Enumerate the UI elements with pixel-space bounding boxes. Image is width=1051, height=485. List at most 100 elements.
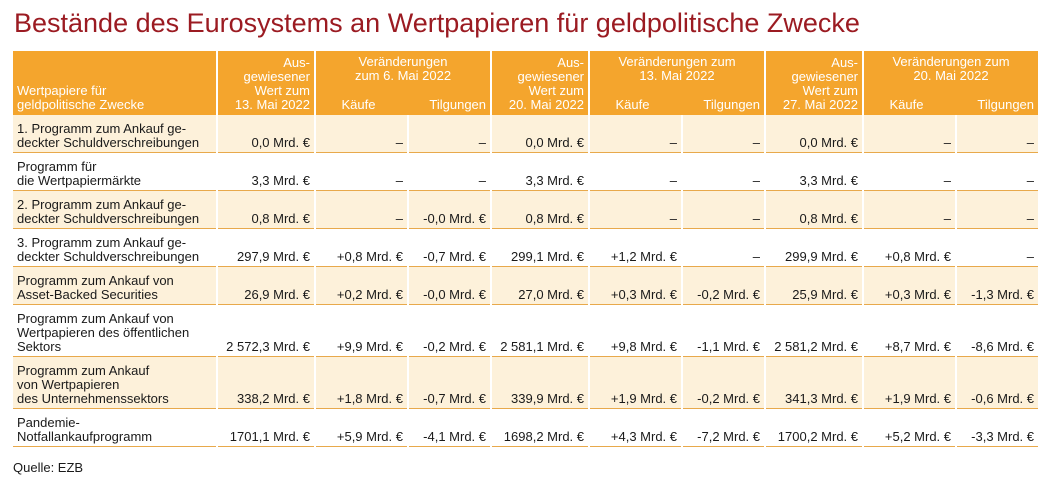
value-cell: 3,3 Mrd. € xyxy=(218,153,314,191)
header-line: Aus- xyxy=(283,55,310,70)
header-changes-3-title: Veränderungen zum 20. Mai 2022 xyxy=(868,53,1034,83)
row-label-line: Programm zum Ankauf xyxy=(17,363,150,378)
holdings-table: Wertpapiere für geldpolitische Zwecke Aus… xyxy=(11,51,1040,447)
holdings-table-container: Wertpapiere für geldpolitische Zwecke Aus… xyxy=(13,51,1040,447)
value-cell: – xyxy=(683,153,765,191)
row-label-line: Programm für xyxy=(17,159,97,174)
header-changes-2: Veränderungen zum 13. Mai 2022 Käufe Tilg… xyxy=(590,51,765,115)
value-cell: 0,0 Mrd. € xyxy=(492,115,589,153)
header-reported-value-1: Aus-gewiesener Wert zum 13. Mai 2022 xyxy=(218,51,314,115)
value-cell: +5,2 Mrd. € xyxy=(864,409,956,447)
value-cell: 2 572,3 Mrd. € xyxy=(218,305,314,357)
value-cell: +4,3 Mrd. € xyxy=(590,409,682,447)
header-line: Aus- xyxy=(831,55,859,70)
header-line: Wert zum xyxy=(802,83,859,98)
value-cell: – xyxy=(590,153,682,191)
value-cell: +1,9 Mrd. € xyxy=(864,357,956,409)
value-cell: +0,8 Mrd. € xyxy=(864,229,956,267)
value-cell: -1,1 Mrd. € xyxy=(683,305,765,357)
header-line: gewiesener xyxy=(791,69,859,84)
value-cell: -0,2 Mrd. € xyxy=(409,305,491,357)
value-cell: -4,1 Mrd. € xyxy=(409,409,491,447)
header-changes-3: Veränderungen zum 20. Mai 2022 Käufe Tilg… xyxy=(864,51,1039,115)
value-cell: +1,8 Mrd. € xyxy=(316,357,407,409)
value-cell: +1,2 Mrd. € xyxy=(590,229,682,267)
value-cell: +0,3 Mrd. € xyxy=(590,267,682,305)
table-row: 3. Programm zum Ankauf ge-deckter Schuld… xyxy=(13,229,1039,267)
row-label-line: von Wertpapieren xyxy=(17,377,120,392)
header-line: gewiesener xyxy=(517,69,585,84)
source-note: Quelle: EZB xyxy=(13,460,84,475)
value-cell: +9,8 Mrd. € xyxy=(590,305,682,357)
value-cell: +9,9 Mrd. € xyxy=(316,305,407,357)
table-header-row: Wertpapiere für geldpolitische Zwecke Aus… xyxy=(13,51,1039,115)
value-cell: 2 581,2 Mrd. € xyxy=(766,305,863,357)
header-changes-1-title: Veränderungen zum 6. Mai 2022 xyxy=(320,53,486,83)
header-securities: Wertpapiere für geldpolitische Zwecke xyxy=(13,51,216,115)
value-cell: -0,0 Mrd. € xyxy=(409,191,491,229)
value-cell: – xyxy=(316,191,407,229)
header-line: Veränderungen zum xyxy=(892,54,1010,69)
row-label-line: Programm zum Ankauf von xyxy=(17,273,174,288)
value-cell: 299,9 Mrd. € xyxy=(766,229,863,267)
row-label: 3. Programm zum Ankauf ge-deckter Schuld… xyxy=(13,229,216,267)
value-cell: 3,3 Mrd. € xyxy=(766,153,863,191)
header-purchases-3: Käufe xyxy=(889,97,924,112)
value-cell: +0,8 Mrd. € xyxy=(316,229,407,267)
table-row: Pandemie- Notfallankaufprogramm 1701,1 Mrd… xyxy=(13,409,1039,447)
header-purchases-1: Käufe xyxy=(341,97,376,112)
row-label-line: deckter Schuldverschreibungen xyxy=(17,135,200,150)
value-cell: -0,6 Mrd. € xyxy=(957,357,1039,409)
row-label-line: die Wertpapiermärkte xyxy=(17,173,142,188)
value-cell: – xyxy=(683,191,765,229)
value-cell: – xyxy=(864,115,956,153)
header-line: gewiesener xyxy=(243,69,311,84)
header-purchases-2: Käufe xyxy=(615,97,650,112)
value-cell: – xyxy=(957,115,1039,153)
value-cell: -3,3 Mrd. € xyxy=(957,409,1039,447)
header-changes-2-title: Veränderungen zum 13. Mai 2022 xyxy=(594,53,760,83)
value-cell: – xyxy=(316,153,407,191)
value-cell: 0,0 Mrd. € xyxy=(766,115,863,153)
header-changes-1: Veränderungen zum 6. Mai 2022 Käufe Tilgu… xyxy=(316,51,491,115)
value-cell: 0,8 Mrd. € xyxy=(766,191,863,229)
row-label-line: Programm zum Ankauf von xyxy=(17,311,174,326)
row-label: Pandemie- Notfallankaufprogramm xyxy=(13,409,216,447)
table-body: 1. Programm zum Ankauf ge-deckter Schuld… xyxy=(13,115,1039,447)
value-cell: – xyxy=(864,191,956,229)
value-cell: – xyxy=(409,153,491,191)
value-cell: +1,9 Mrd. € xyxy=(590,357,682,409)
value-cell: -8,6 Mrd. € xyxy=(957,305,1039,357)
value-cell: 1698,2 Mrd. € xyxy=(492,409,589,447)
value-cell: -0,7 Mrd. € xyxy=(409,357,491,409)
value-cell: 339,9 Mrd. € xyxy=(492,357,589,409)
header-line: 20. Mai 2022 xyxy=(913,68,989,83)
value-cell: 0,8 Mrd. € xyxy=(218,191,314,229)
table-row: 1. Programm zum Ankauf ge-deckter Schuld… xyxy=(13,115,1039,153)
table-row: Programm für die Wertpapiermärkte 3,3 Mrd.… xyxy=(13,153,1039,191)
value-cell: 2 581,1 Mrd. € xyxy=(492,305,589,357)
header-line: 13. Mai 2022 xyxy=(234,97,310,112)
header-line: Aus- xyxy=(557,55,585,70)
value-cell: -0,7 Mrd. € xyxy=(409,229,491,267)
row-label: 1. Programm zum Ankauf ge-deckter Schuld… xyxy=(13,115,216,153)
value-cell: 25,9 Mrd. € xyxy=(766,267,863,305)
value-cell: 3,3 Mrd. € xyxy=(492,153,589,191)
header-line: Wert zum xyxy=(254,83,310,98)
value-cell: – xyxy=(316,115,407,153)
row-label-line: Sektors xyxy=(17,339,62,354)
row-label-line: deckter Schuldverschreibungen xyxy=(17,249,200,264)
value-cell: +5,9 Mrd. € xyxy=(316,409,407,447)
header-line: Wertpapiere für xyxy=(17,83,107,98)
value-cell: – xyxy=(590,191,682,229)
value-cell: 26,9 Mrd. € xyxy=(218,267,314,305)
value-cell: 1700,2 Mrd. € xyxy=(766,409,863,447)
value-cell: – xyxy=(409,115,491,153)
header-line: 13. Mai 2022 xyxy=(639,68,715,83)
header-redemptions-3: Tilgungen xyxy=(977,97,1035,112)
value-cell: 0,0 Mrd. € xyxy=(218,115,314,153)
row-label: Programm für die Wertpapiermärkte xyxy=(13,153,216,191)
value-cell: – xyxy=(590,115,682,153)
value-cell: 297,9 Mrd. € xyxy=(218,229,314,267)
header-redemptions-2: Tilgungen xyxy=(703,97,761,112)
